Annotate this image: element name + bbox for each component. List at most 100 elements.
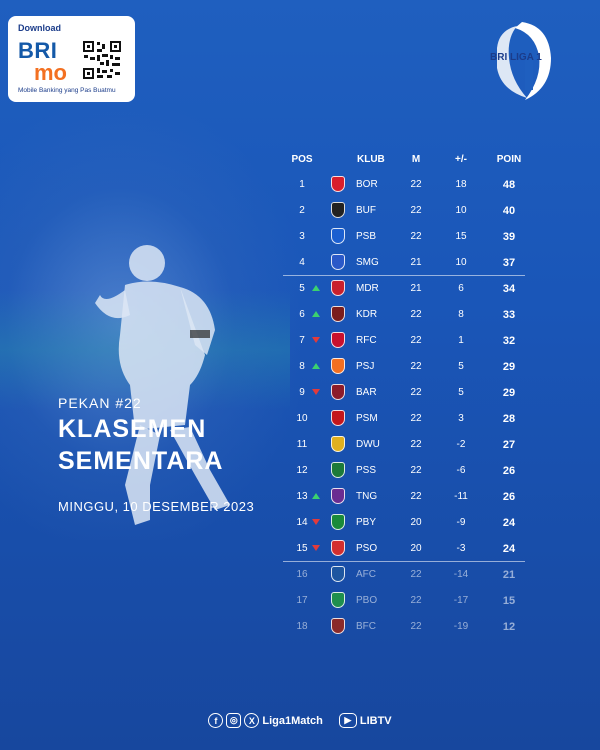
header-played: M [411, 154, 421, 165]
x-icon[interactable]: X [244, 713, 260, 728]
row-pos: 9 [299, 387, 305, 398]
row-club: PSS [356, 465, 377, 476]
table-row[interactable]: 8 PSJ 22 5 29 [283, 354, 525, 380]
club-crest-icon [331, 332, 345, 348]
instagram-icon[interactable]: ◎ [226, 713, 242, 728]
table-row[interactable]: 2 BUF 22 10 40 [283, 198, 525, 224]
row-pos: 13 [296, 491, 308, 502]
table-row[interactable]: 9 BAR 22 5 29 [283, 380, 525, 406]
table-row[interactable]: 7 RFC 22 1 32 [283, 328, 525, 354]
table-row[interactable]: 13 TNG 22 -11 26 [283, 484, 525, 510]
row-points: 24 [502, 517, 516, 529]
facebook-icon[interactable]: f [208, 713, 224, 728]
row-goal-difference: 6 [458, 283, 464, 294]
row-club: BOR [356, 179, 378, 190]
table-row[interactable]: 17 PBO 22 -17 15 [283, 588, 525, 614]
table-body: 1 BOR 22 18 48 2 BUF 22 10 40 3 PSB 22 15 39 4 SMG 21 10 37… [283, 172, 525, 640]
row-played: 22 [410, 231, 422, 242]
row-pos: 4 [299, 257, 305, 268]
page-title-line2: SEMENTARA [58, 447, 224, 475]
club-crest-icon [331, 306, 345, 322]
youtube-icon[interactable]: ▶ [338, 713, 357, 728]
table-row[interactable]: 10 PSM 22 3 28 [283, 406, 525, 432]
header-goal-difference: +/- [455, 154, 467, 165]
club-crest-icon [331, 410, 345, 426]
club-crest-icon [331, 514, 345, 530]
club-crest-icon [331, 254, 345, 270]
qr-code-icon[interactable] [82, 40, 122, 80]
row-club: PSM [356, 413, 378, 424]
row-pos: 17 [296, 595, 308, 606]
table-row[interactable]: 1 BOR 22 18 48 [283, 172, 525, 198]
trend-up-icon [312, 493, 322, 499]
row-played: 22 [410, 491, 422, 502]
table-row[interactable]: 14 PBY 20 -9 24 [283, 510, 525, 536]
table-row[interactable]: 6 KDR 22 8 33 [283, 302, 525, 328]
table-row[interactable]: 5 MDR 21 6 34 [283, 276, 525, 302]
row-points: 32 [502, 335, 516, 347]
row-played: 22 [410, 205, 422, 216]
row-pos: 16 [296, 569, 308, 580]
table-row[interactable]: 4 SMG 21 10 37 [283, 250, 525, 276]
row-played: 22 [410, 179, 422, 190]
sponsor-download-label: Download [18, 23, 61, 33]
row-pos: 3 [299, 231, 305, 242]
row-played: 21 [410, 283, 422, 294]
row-pos: 15 [296, 543, 308, 554]
row-points: 40 [502, 205, 516, 217]
row-goal-difference: 10 [455, 257, 467, 268]
row-club: RFC [356, 335, 377, 346]
row-club: BUF [356, 205, 376, 216]
row-goal-difference: -9 [456, 517, 466, 528]
row-played: 20 [410, 517, 422, 528]
club-crest-icon [331, 462, 345, 478]
row-pos: 2 [299, 205, 305, 216]
trend-up-icon [312, 311, 322, 317]
table-row[interactable]: 12 PSS 22 -6 26 [283, 458, 525, 484]
league-name: BRI LIGA 1 [490, 52, 542, 63]
row-club: PSO [356, 543, 378, 554]
row-club: DWU [356, 439, 380, 450]
row-points: 12 [502, 621, 516, 633]
row-played: 22 [410, 595, 422, 606]
row-played: 22 [410, 387, 422, 398]
header-pos: POS [291, 154, 313, 165]
row-club: BFC [356, 621, 376, 632]
row-goal-difference: -19 [453, 621, 469, 632]
table-row[interactable]: 16 AFC 22 -14 21 [283, 562, 525, 588]
row-pos: 1 [299, 179, 305, 190]
sponsor-card[interactable]: Download BRI mo Mobile Banking yang Pas … [8, 16, 135, 102]
social-handle[interactable]: Liga1Match [262, 714, 323, 727]
row-pos: 12 [296, 465, 308, 476]
club-crest-icon [331, 488, 345, 504]
club-crest-icon [331, 540, 345, 556]
row-points: 26 [502, 465, 516, 477]
club-crest-icon [331, 202, 345, 218]
row-club: AFC [356, 569, 376, 580]
tv-channel[interactable]: LIBTV [359, 714, 392, 727]
club-crest-icon [331, 592, 345, 608]
trend-up-icon [312, 285, 322, 291]
row-goal-difference: -11 [454, 491, 468, 502]
row-club: PSJ [356, 361, 375, 372]
row-goal-difference: 10 [455, 205, 467, 216]
row-goal-difference: -3 [456, 543, 466, 554]
row-club: BAR [356, 387, 377, 398]
row-goal-difference: -6 [456, 465, 466, 476]
club-crest-icon [331, 436, 345, 452]
row-pos: 11 [296, 439, 308, 450]
row-played: 22 [410, 621, 422, 632]
table-row[interactable]: 11 DWU 22 -2 27 [283, 432, 525, 458]
table-row[interactable]: 3 PSB 22 15 39 [283, 224, 525, 250]
row-points: 29 [502, 361, 516, 373]
club-crest-icon [331, 566, 345, 582]
row-played: 22 [410, 569, 422, 580]
club-crest-icon [331, 618, 345, 634]
header-points: POIN [496, 154, 522, 165]
table-row[interactable]: 18 BFC 22 -19 12 [283, 614, 525, 640]
row-pos: 14 [296, 517, 308, 528]
row-goal-difference: 3 [458, 413, 464, 424]
row-club: PBO [356, 595, 378, 606]
table-row[interactable]: 15 PSO 20 -3 24 [283, 536, 525, 562]
header-club: KLUB [357, 154, 385, 165]
